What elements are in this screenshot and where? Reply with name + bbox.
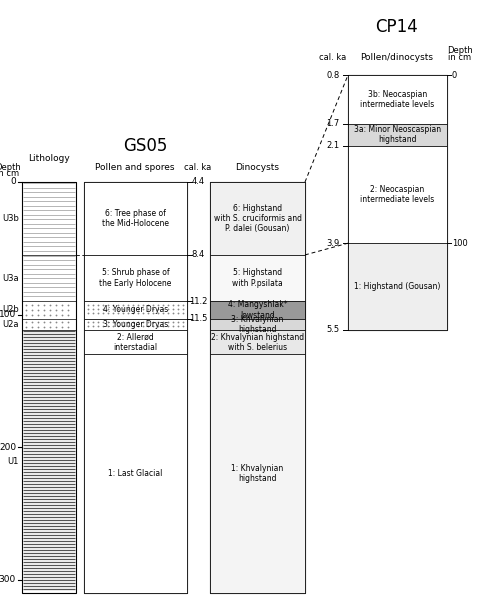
Text: 6: Tree phase of
the Mid-Holocene: 6: Tree phase of the Mid-Holocene [102, 209, 169, 228]
Bar [84, 354, 187, 593]
Text: 5: Shrub phase of
the Early Holocene: 5: Shrub phase of the Early Holocene [99, 269, 172, 288]
Bar [210, 319, 305, 331]
Text: 5.5: 5.5 [326, 325, 340, 334]
Text: 1.7: 1.7 [326, 119, 340, 128]
Text: 11.2: 11.2 [189, 297, 207, 306]
Text: U2b: U2b [2, 306, 19, 314]
Text: 3b: Neocaspian
intermediate levels: 3b: Neocaspian intermediate levels [361, 90, 435, 109]
Bar [84, 182, 187, 593]
Text: 0: 0 [452, 71, 457, 80]
Text: 5: Highstand
with P.psilata: 5: Highstand with P.psilata [232, 269, 283, 288]
Text: U1: U1 [8, 457, 19, 466]
Bar [210, 255, 305, 301]
Bar [348, 75, 447, 330]
Text: 2: Khvalynian highstand
with S. belerius: 2: Khvalynian highstand with S. belerius [211, 333, 304, 352]
Bar [22, 182, 76, 593]
Text: 6: Highstand
with S. cruciformis and
P. dalei (Gousan): 6: Highstand with S. cruciformis and P. … [213, 203, 302, 233]
Text: 3: Khvalynian
highstand: 3: Khvalynian highstand [231, 315, 284, 334]
Text: 1: Last Glacial: 1: Last Glacial [108, 469, 163, 478]
Bar [84, 182, 187, 255]
Bar [210, 354, 305, 593]
Bar [84, 301, 187, 319]
Text: 200: 200 [0, 443, 16, 452]
Bar [210, 182, 305, 593]
Text: 4: Younger Dryas: 4: Younger Dryas [103, 306, 168, 314]
Bar [210, 301, 305, 319]
Bar [84, 255, 187, 301]
Text: cal. ka: cal. ka [319, 53, 347, 62]
Text: Depth: Depth [447, 46, 473, 55]
Bar [348, 124, 447, 146]
Text: 2: Neocaspian
intermediate levels: 2: Neocaspian intermediate levels [361, 185, 435, 204]
Text: GS05: GS05 [123, 137, 167, 155]
Text: Pollen and spores: Pollen and spores [95, 163, 175, 172]
Text: 300: 300 [0, 576, 16, 584]
Text: 3a: Minor Neoscaspian
highstand: 3a: Minor Neoscaspian highstand [354, 125, 441, 144]
Text: in cm: in cm [0, 169, 19, 178]
Text: 0: 0 [10, 177, 16, 186]
Text: 4.4: 4.4 [192, 177, 205, 186]
Text: 3.9: 3.9 [326, 239, 340, 248]
Bar [348, 75, 447, 124]
Bar [348, 146, 447, 243]
Text: cal. ka: cal. ka [184, 163, 212, 172]
Text: Dinocysts: Dinocysts [235, 163, 279, 172]
Text: 1: Khvalynian
highstand: 1: Khvalynian highstand [231, 464, 284, 484]
Text: U3a: U3a [2, 273, 19, 283]
Bar [210, 182, 305, 255]
Text: U3b: U3b [2, 214, 19, 223]
Bar [210, 331, 305, 354]
Text: 2.1: 2.1 [326, 141, 340, 150]
Text: 100: 100 [0, 310, 16, 319]
Text: U2a: U2a [2, 320, 19, 329]
Bar [84, 319, 187, 331]
Text: 11.5: 11.5 [189, 314, 207, 323]
Text: 8.4: 8.4 [191, 250, 205, 259]
Text: 0.8: 0.8 [326, 71, 340, 80]
Bar [84, 331, 187, 354]
Text: 4: Mangyshlak*
lowstand: 4: Mangyshlak* lowstand [227, 300, 287, 320]
Text: in cm: in cm [449, 53, 471, 62]
Text: CP14: CP14 [376, 18, 418, 36]
Bar [348, 243, 447, 330]
Text: 1: Highstand (Gousan): 1: Highstand (Gousan) [354, 282, 441, 291]
Text: 100: 100 [452, 239, 468, 248]
Text: Lithology: Lithology [28, 154, 70, 163]
Text: 2: Allerød
interstadial: 2: Allerød interstadial [113, 333, 158, 352]
Text: Pollen/dinocysts: Pollen/dinocysts [361, 53, 434, 62]
Text: 3: Younger Dryas: 3: Younger Dryas [103, 320, 168, 329]
Text: Depth: Depth [0, 163, 21, 172]
